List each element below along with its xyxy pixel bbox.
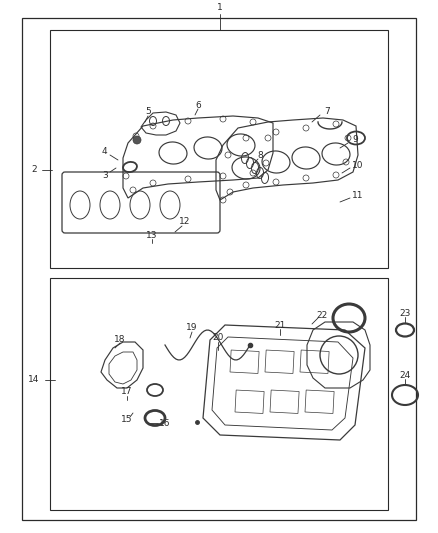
Text: 4: 4 — [101, 148, 107, 157]
Text: 24: 24 — [399, 370, 411, 379]
Text: 17: 17 — [121, 387, 133, 397]
Text: 6: 6 — [195, 101, 201, 109]
Bar — [22, 18, 416, 520]
Text: 21: 21 — [274, 320, 286, 329]
Bar — [235, 390, 264, 414]
Bar — [50, 30, 388, 268]
Text: 14: 14 — [28, 376, 40, 384]
Text: 9: 9 — [352, 135, 358, 144]
Text: 20: 20 — [212, 334, 224, 343]
Text: 2: 2 — [31, 166, 37, 174]
Text: 18: 18 — [114, 335, 126, 344]
Text: 16: 16 — [159, 419, 171, 429]
Text: 10: 10 — [352, 160, 364, 169]
Bar — [230, 350, 259, 374]
Text: 5: 5 — [145, 108, 151, 117]
Text: 22: 22 — [316, 311, 328, 319]
Text: 11: 11 — [352, 190, 364, 199]
Bar — [305, 390, 334, 414]
Text: 8: 8 — [257, 150, 263, 159]
Text: 13: 13 — [146, 230, 158, 239]
Bar — [50, 278, 388, 510]
Bar — [265, 350, 294, 374]
Circle shape — [133, 136, 141, 144]
Text: 1: 1 — [217, 4, 223, 12]
Text: 15: 15 — [121, 416, 133, 424]
Text: 19: 19 — [186, 324, 198, 333]
Text: 7: 7 — [324, 108, 330, 117]
Bar — [270, 390, 299, 414]
Bar — [300, 350, 329, 374]
Text: 23: 23 — [399, 309, 411, 318]
Text: 3: 3 — [102, 171, 108, 180]
Text: 12: 12 — [179, 217, 191, 227]
